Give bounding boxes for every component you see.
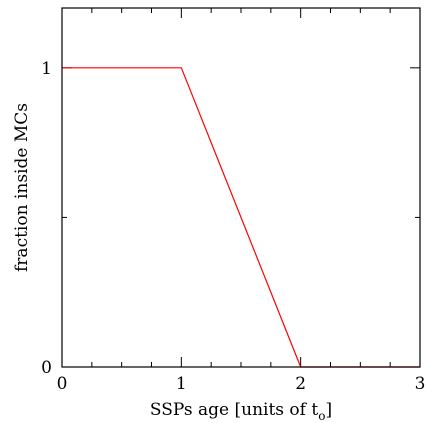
x-tick-label: 3 — [415, 374, 426, 394]
tick-labels: 0 1 2 3 0 1 — [41, 59, 425, 394]
x-axis-label-tail: ] — [325, 400, 332, 420]
plot-series — [62, 67, 420, 368]
tick-marks — [61, 8, 421, 368]
x-tick-label: 2 — [295, 374, 306, 394]
x-tick-label: 1 — [176, 374, 187, 394]
y-tick-label: 1 — [41, 59, 52, 79]
x-axis-label-subscript: o — [318, 409, 325, 423]
x-tick-label: 0 — [57, 374, 68, 394]
plot-frame — [61, 7, 421, 368]
x-axis-label: SSPs age [units of to] — [150, 400, 332, 423]
y-axis-label: fraction inside MCs — [12, 103, 32, 272]
y-tick-label: 0 — [41, 358, 52, 378]
series-line — [62, 67, 420, 368]
x-axis-label-main: SSPs age [units of t — [150, 400, 318, 420]
